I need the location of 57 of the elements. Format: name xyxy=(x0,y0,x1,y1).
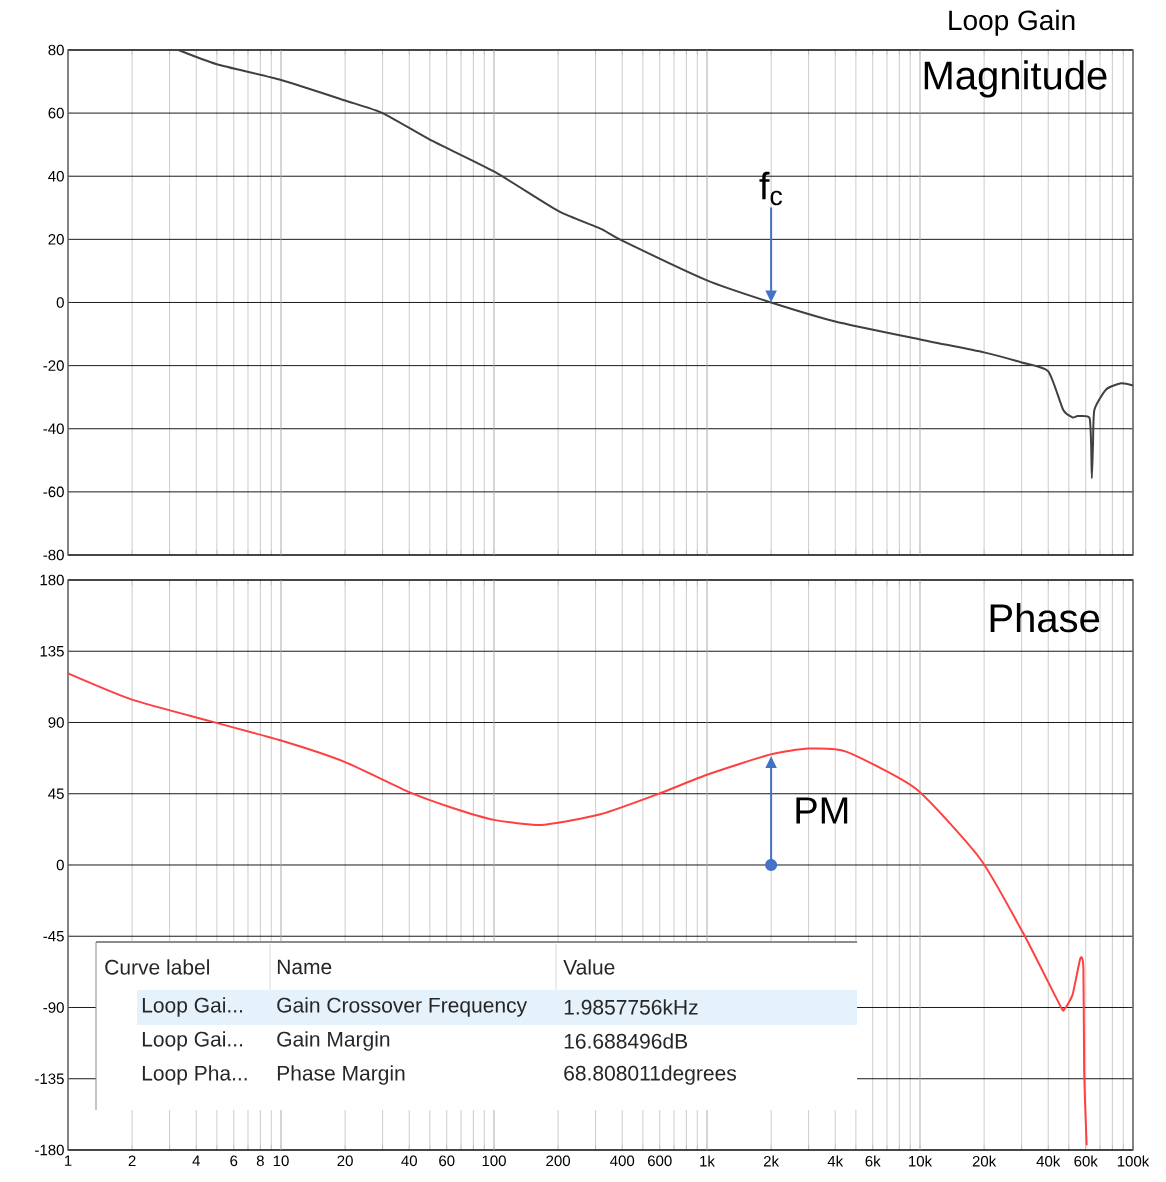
x-tick-label: 2 xyxy=(128,1155,136,1167)
x-tick-label: 40k xyxy=(1036,1155,1061,1167)
chart-subtitle: Magnitude xyxy=(924,60,1107,98)
annotation: Gain Crossover Frequency xyxy=(277,997,528,1017)
y-tick-label: -60 xyxy=(43,486,64,498)
x-tick-label: 6k xyxy=(865,1155,881,1167)
y-tick-label: -180 xyxy=(35,1144,64,1156)
y-tick-label: 80 xyxy=(48,44,64,56)
y-tick-label: 180 xyxy=(40,574,64,586)
x-tick-label: 1k xyxy=(700,1155,715,1167)
chart-title: Phase xyxy=(990,602,1100,633)
y-tick-label: -80 xyxy=(43,549,64,561)
x-tick-label: 4 xyxy=(192,1155,200,1166)
annotation: Gain Margin xyxy=(277,1031,390,1051)
annotation: Loop Gai... xyxy=(142,997,242,1017)
x-tick-label: 8 xyxy=(256,1155,264,1167)
x-tick-label: 600 xyxy=(648,1155,672,1167)
y-tick-label: 45 xyxy=(48,788,64,799)
annotation: f$_{c}$ xyxy=(759,171,783,206)
annotation: Loop Pha... xyxy=(142,1065,247,1085)
x-tick-label: 200 xyxy=(546,1155,571,1167)
x-tick-label: 10k xyxy=(909,1155,933,1167)
x-tick-label: 400 xyxy=(610,1155,635,1167)
y-tick-label: 135 xyxy=(40,645,64,657)
chart-title: Loop Gain xyxy=(949,9,1075,36)
x-tick-label: 20 xyxy=(337,1155,353,1167)
x-tick-label: 6 xyxy=(230,1155,238,1167)
x-tick-label: 100 xyxy=(482,1155,506,1167)
x-tick-label: 60k xyxy=(1074,1155,1098,1167)
x-tick-label: 20k xyxy=(972,1155,997,1167)
annotation: 16.688496dB xyxy=(564,1033,688,1049)
annotation: PM xyxy=(796,797,848,824)
annotation: Loop Gai... xyxy=(142,1031,242,1051)
annotation: Name xyxy=(277,959,332,975)
y-tick-label: 40 xyxy=(48,170,64,182)
y-tick-label: -90 xyxy=(43,1002,64,1013)
x-tick-label: 4k xyxy=(827,1155,844,1167)
y-tick-label: 0 xyxy=(56,859,64,871)
annotation: 68.808011degrees xyxy=(564,1065,737,1085)
annotation: 1.9857756kHz xyxy=(564,999,698,1015)
y-tick-label: 90 xyxy=(48,717,64,728)
y-tick-label: 0 xyxy=(56,297,64,308)
y-tick-label: 20 xyxy=(48,234,64,245)
y-tick-label: -45 xyxy=(43,931,64,942)
annotation: Phase Margin xyxy=(277,1065,405,1085)
annotation: Value xyxy=(563,959,615,975)
x-tick-label: 100k xyxy=(1117,1155,1150,1167)
y-tick-label: -40 xyxy=(43,423,64,435)
y-tick-label: -20 xyxy=(43,360,64,371)
x-tick-label: 40 xyxy=(401,1155,417,1167)
x-tick-label: 1 xyxy=(64,1155,72,1166)
x-tick-label: 10 xyxy=(273,1155,289,1167)
annotation: Curve label xyxy=(105,959,209,975)
x-tick-label: 2k xyxy=(763,1155,780,1167)
y-tick-label: -135 xyxy=(35,1073,64,1085)
y-tick-label: 60 xyxy=(48,107,64,119)
x-tick-label: 60 xyxy=(439,1155,455,1167)
